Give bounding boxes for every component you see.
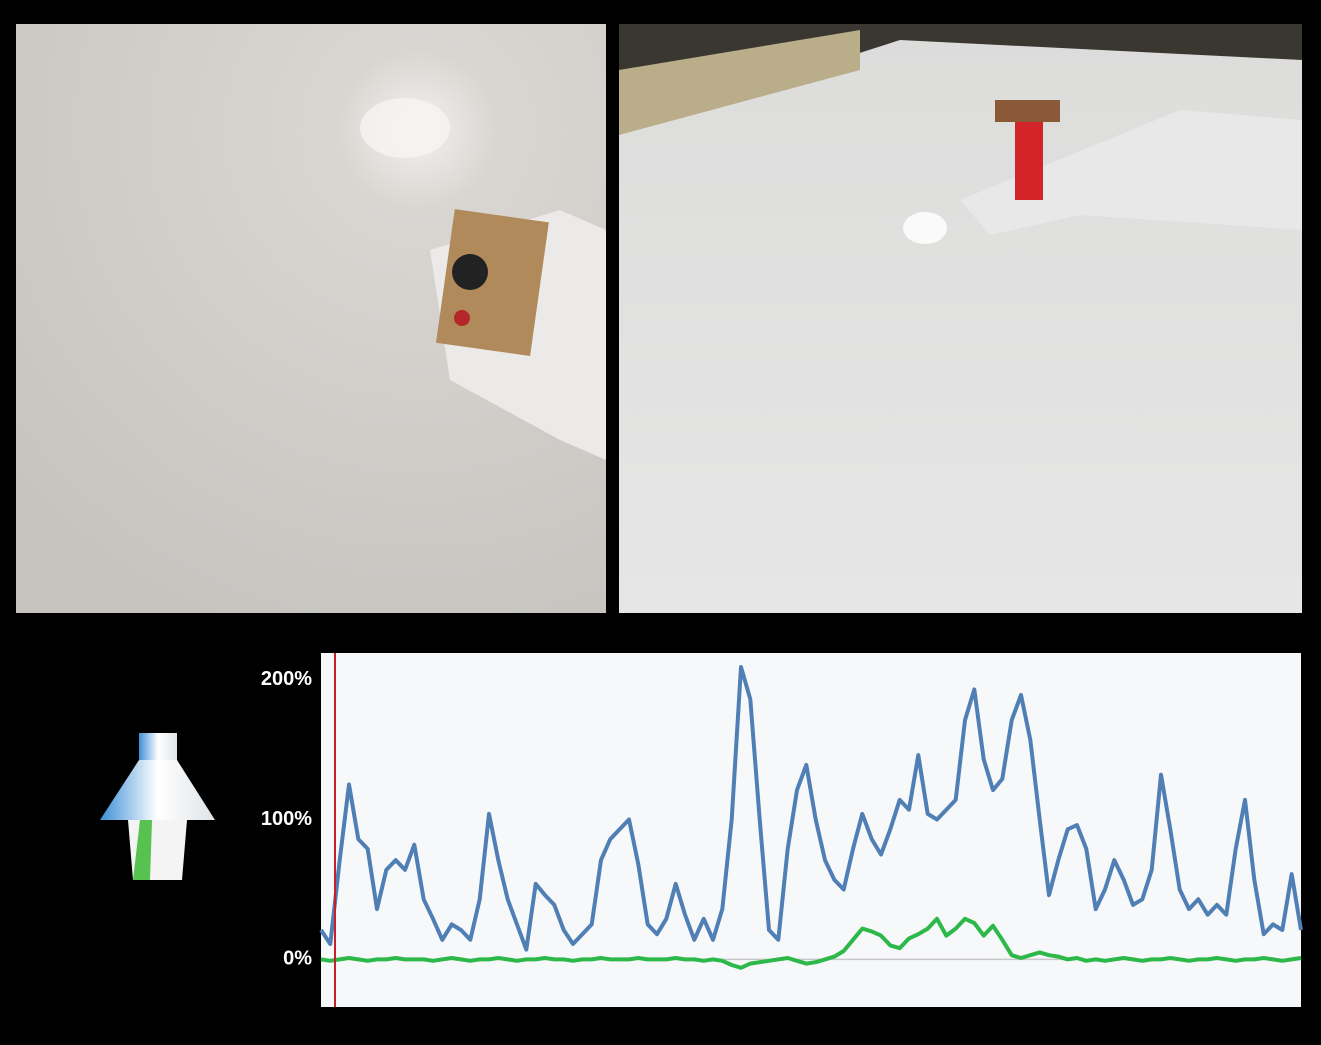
- page: {"chart_data": {"type": "line", "series"…: [0, 0, 1321, 1040]
- left-camera-view: [16, 24, 606, 613]
- y-tick-label: 200%: [261, 668, 312, 690]
- video-frame: 0% 100% 200%: [0, 0, 1321, 1040]
- y-tick-label: 0%: [283, 948, 312, 970]
- right-camera-view: [619, 24, 1302, 613]
- y-tick-label: 100%: [261, 808, 312, 830]
